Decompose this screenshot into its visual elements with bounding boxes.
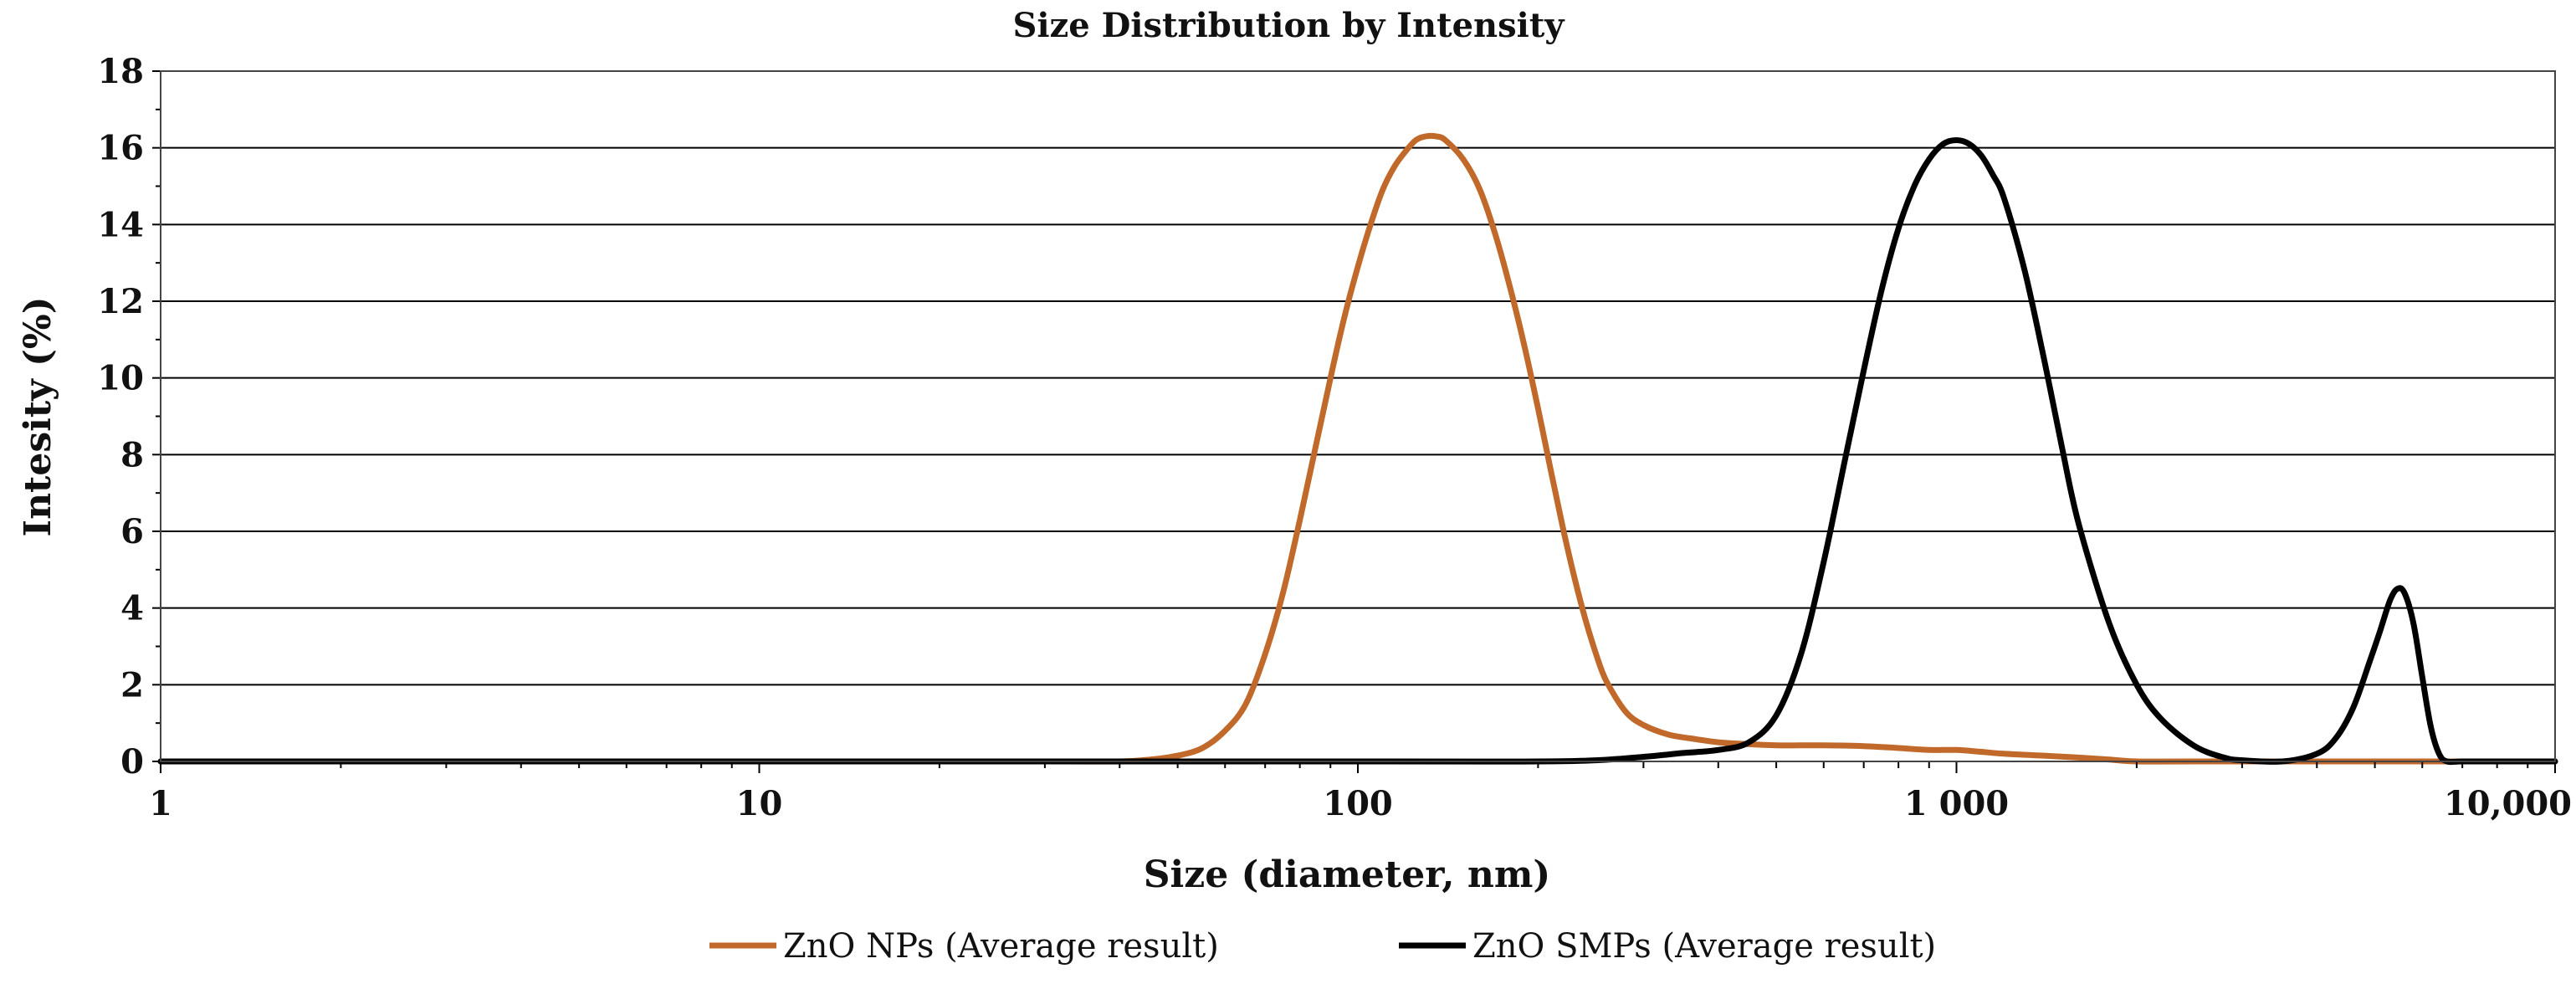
x-tick-label: 100 (1323, 784, 1393, 823)
x-tick-label: 10,000 (2444, 784, 2572, 823)
legend: ZnO NPs (Average result) ZnO SMPs (Averag… (709, 927, 1936, 966)
x-axis-label: Size (diameter, nm) (1144, 853, 1550, 896)
y-tick-label: 16 (97, 129, 144, 168)
legend-label: ZnO SMPs (Average result) (1472, 927, 1936, 966)
y-tick-label: 6 (120, 512, 144, 551)
y-axis-label: Intesity (%) (17, 296, 59, 536)
legend-label: ZnO NPs (Average result) (783, 927, 1219, 966)
y-axis-ticks: 0 2 4 6 8 10 12 14 16 18 (97, 52, 161, 782)
x-axis-ticks: 1 10 100 1 000 10,000 (149, 761, 2572, 823)
x-tick-label: 1 000 (1904, 784, 2009, 823)
series-layer (157, 132, 2558, 766)
series-line-zno-smps (157, 137, 2558, 766)
series-line-zno-nps (157, 132, 2558, 765)
grid-layer (161, 146, 2555, 762)
x-tick-label: 10 (736, 784, 783, 823)
y-tick-label: 10 (97, 359, 144, 398)
y-tick-label: 18 (97, 52, 144, 91)
x-tick-label: 1 (149, 784, 172, 823)
y-tick-label: 4 (120, 589, 144, 628)
plot-frame (160, 70, 2556, 762)
y-tick-label: 8 (120, 435, 144, 474)
y-tick-label: 14 (97, 205, 144, 244)
y-tick-label: 0 (120, 742, 144, 782)
y-tick-label: 2 (120, 665, 144, 705)
y-tick-label: 12 (97, 282, 144, 321)
chart-title: Size Distribution by Intensity (1012, 6, 1565, 45)
